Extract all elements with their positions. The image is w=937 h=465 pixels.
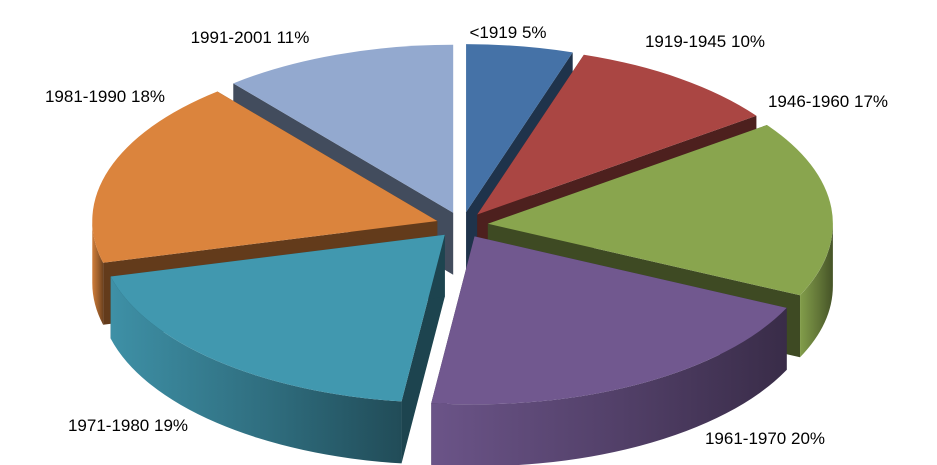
pie-slice-top bbox=[233, 44, 454, 213]
slice-label-1: 1919-1945 10% bbox=[645, 32, 765, 51]
slice-label-3: 1961-1970 20% bbox=[705, 429, 825, 448]
slice-label-6: 1991-2001 11% bbox=[191, 28, 310, 47]
pie-slice-top bbox=[92, 91, 438, 263]
slice-label-2: 1946-1960 17% bbox=[768, 92, 888, 111]
pie-slice-wall bbox=[110, 276, 402, 464]
pie-slice-wall bbox=[431, 307, 787, 465]
pie-slice-wall bbox=[92, 220, 104, 325]
slice-label-5: 1981-1990 18% bbox=[45, 87, 165, 106]
pie-slice-4 bbox=[110, 234, 445, 464]
slice-label-0: <1919 5% bbox=[469, 23, 546, 42]
pie-slice-top bbox=[477, 54, 757, 215]
pie-slice-wall bbox=[800, 223, 833, 358]
pie-slice-top bbox=[110, 234, 445, 402]
pie-slice-top bbox=[431, 236, 787, 405]
slice-label-4: 1971-1980 19% bbox=[68, 416, 188, 435]
pie-slice-top bbox=[466, 44, 573, 213]
pie-slice-top bbox=[487, 125, 833, 296]
pie-slice-3 bbox=[431, 236, 787, 465]
